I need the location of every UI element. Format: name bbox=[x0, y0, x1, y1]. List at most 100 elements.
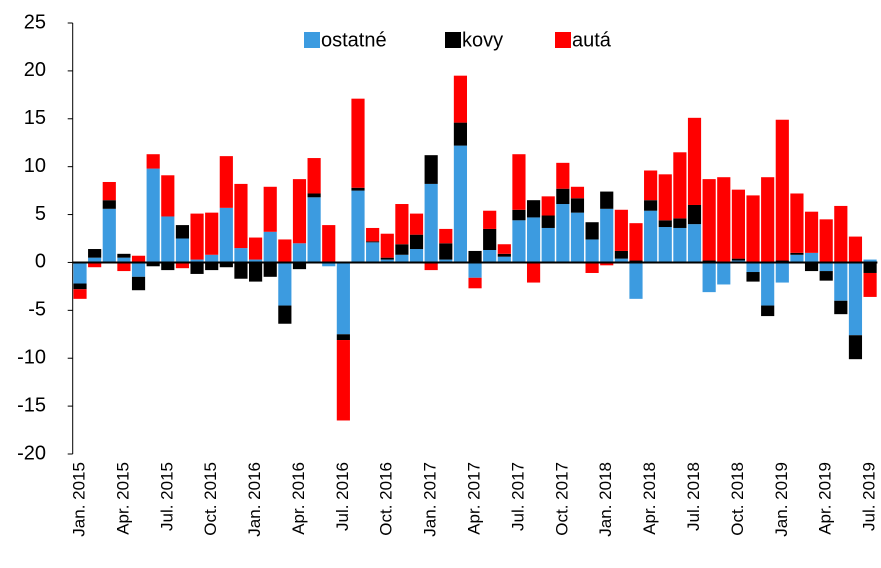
bar-segment bbox=[102, 200, 116, 209]
bar-segment bbox=[775, 262, 789, 283]
bar-segment bbox=[512, 209, 526, 221]
bar-segment bbox=[205, 262, 219, 271]
bar-segment bbox=[526, 262, 541, 283]
y-tick-label: -10 bbox=[17, 347, 46, 369]
bar-segment bbox=[73, 262, 87, 284]
bar-segment bbox=[804, 262, 819, 272]
y-tick-label: 5 bbox=[35, 203, 46, 225]
bar-segment bbox=[512, 220, 526, 263]
bar-segment bbox=[556, 204, 570, 263]
bar-segment bbox=[746, 272, 760, 282]
bar-segment bbox=[249, 259, 263, 263]
bar-segment bbox=[497, 256, 511, 263]
bar-segment bbox=[702, 179, 716, 261]
bar-segment bbox=[629, 223, 643, 261]
bar-segment bbox=[366, 227, 380, 242]
bar-segment bbox=[161, 175, 175, 217]
bar-segment bbox=[395, 204, 409, 245]
bar-segment bbox=[249, 262, 263, 282]
bar-segment bbox=[322, 262, 336, 267]
x-tick-label: Oct. 2016 bbox=[377, 462, 396, 536]
bar-segment bbox=[761, 305, 775, 317]
bar-segment bbox=[73, 289, 87, 299]
bar-segment bbox=[263, 186, 277, 232]
y-tick-label: -5 bbox=[28, 299, 46, 321]
bar-segment bbox=[131, 262, 146, 277]
x-tick-label: Jul. 2019 bbox=[860, 462, 879, 531]
bar-segment bbox=[614, 258, 628, 263]
bar-segment bbox=[848, 335, 863, 360]
bar-segment bbox=[483, 228, 497, 250]
x-tick-label: Jan. 2017 bbox=[421, 462, 440, 537]
bar-segment bbox=[658, 174, 672, 221]
bar-segment bbox=[161, 216, 175, 263]
bar-segment bbox=[73, 283, 87, 290]
bar-segment bbox=[585, 262, 599, 273]
bar-segment bbox=[790, 193, 804, 253]
bar-segment bbox=[614, 250, 628, 259]
bar-segment bbox=[219, 156, 233, 208]
bar-segment bbox=[526, 217, 541, 263]
bar-segment bbox=[497, 244, 511, 254]
bar-segment bbox=[88, 249, 102, 258]
bar-segment bbox=[424, 183, 438, 263]
bar-segment bbox=[380, 259, 394, 263]
x-tick-label: Jul. 2017 bbox=[508, 462, 527, 531]
bar-segment bbox=[541, 215, 555, 228]
bar-segment bbox=[351, 98, 365, 188]
bar-segment bbox=[395, 254, 409, 263]
bar-segment bbox=[468, 277, 482, 289]
bar-segment bbox=[409, 213, 424, 235]
bar-segment bbox=[409, 249, 424, 263]
bar-segment bbox=[307, 158, 321, 194]
bar-segment bbox=[775, 119, 789, 261]
bar-segment bbox=[644, 210, 658, 263]
y-tick-label: 10 bbox=[24, 155, 46, 177]
bar-segment bbox=[190, 259, 204, 263]
bar-segment bbox=[570, 198, 585, 213]
x-tick-label: Apr. 2015 bbox=[113, 462, 132, 535]
x-tick-label: Jul. 2016 bbox=[333, 462, 352, 531]
bar-segment bbox=[131, 255, 146, 263]
bar-segment bbox=[234, 262, 248, 279]
legend-label: ostatné bbox=[321, 29, 387, 51]
x-tick-label: Jul. 2015 bbox=[157, 462, 176, 531]
bar-segment bbox=[307, 193, 321, 198]
bar-segment bbox=[600, 191, 614, 209]
bar-segment bbox=[804, 211, 819, 253]
bar-segment bbox=[366, 241, 380, 243]
x-tick-label: Jul. 2018 bbox=[684, 462, 703, 531]
bar-segment bbox=[336, 334, 350, 341]
bar-segment bbox=[512, 154, 526, 210]
bar-segment bbox=[687, 224, 702, 263]
x-tick-label: Apr. 2018 bbox=[640, 462, 659, 535]
bar-segment bbox=[600, 208, 614, 263]
bar-segment bbox=[219, 207, 233, 263]
bar-segment bbox=[687, 204, 702, 225]
bar-segment bbox=[556, 188, 570, 205]
x-tick-label: Oct. 2018 bbox=[728, 462, 747, 536]
bar-segment bbox=[439, 243, 453, 260]
bar-segment bbox=[219, 262, 233, 268]
bar-segment bbox=[570, 212, 585, 263]
bar-segment bbox=[205, 212, 219, 255]
bar-segment bbox=[702, 262, 716, 293]
bar-segment bbox=[848, 236, 863, 263]
bar-segment bbox=[746, 195, 760, 263]
bar-segment bbox=[717, 262, 731, 285]
bar-segment bbox=[541, 196, 555, 216]
bar-segment bbox=[673, 152, 687, 219]
bar-segment bbox=[117, 262, 131, 272]
bar-segment bbox=[468, 250, 482, 263]
bar-segment bbox=[190, 213, 204, 260]
y-tick-label: -15 bbox=[17, 394, 46, 416]
bar-segment bbox=[819, 262, 833, 272]
bar-segment bbox=[175, 238, 190, 263]
bar-segment bbox=[614, 209, 628, 251]
bar-segment bbox=[307, 197, 321, 263]
bar-segment bbox=[644, 170, 658, 201]
bar-segment bbox=[351, 187, 365, 191]
bar-segment bbox=[834, 262, 848, 301]
bar-segment bbox=[790, 254, 804, 263]
